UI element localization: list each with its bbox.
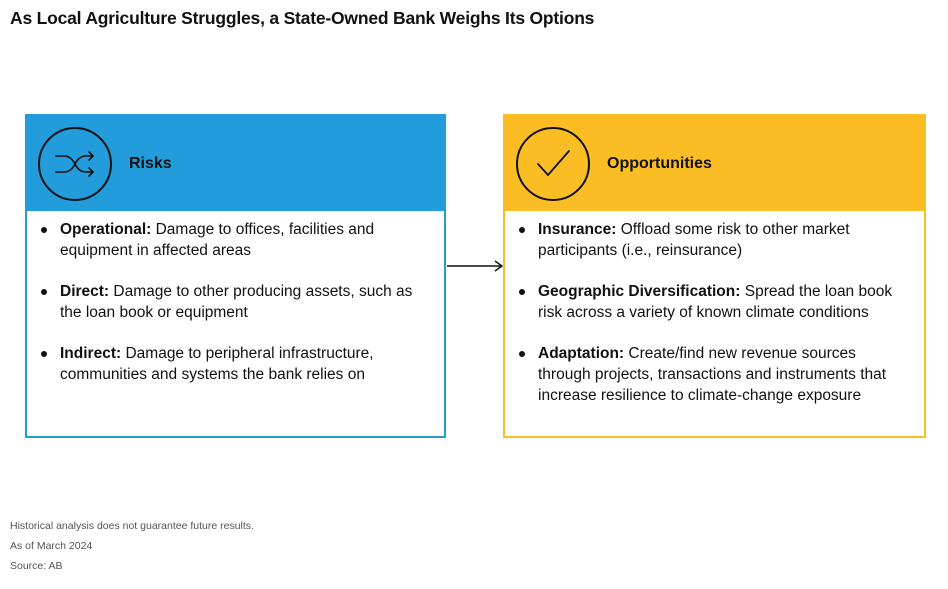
opportunity-item-text: Offload some risk to other market partic… (538, 221, 850, 259)
opportunities-heading: Opportunities (607, 154, 712, 172)
risk-item-label: Indirect: (60, 345, 122, 362)
risks-list: Operational: Damage to offices, faciliti… (27, 211, 444, 385)
risk-item-text: Damage to offices, facilities and equipm… (60, 221, 375, 259)
risk-item-label: Direct: (60, 283, 110, 300)
opportunity-item-geographic: Geographic Diversification: Spread the l… (516, 281, 908, 323)
risk-item-operational: Operational: Damage to offices, faciliti… (38, 219, 428, 261)
opportunities-panel: Opportunities Insurance: Offload some ri… (503, 114, 926, 438)
risk-item-indirect: Indirect: Damage to peripheral infrastru… (38, 343, 428, 385)
shuffle-icon (38, 126, 112, 201)
page-title: As Local Agriculture Struggles, a State-… (10, 8, 595, 28)
opportunity-item-text: Spread the loan book risk across a varie… (538, 283, 893, 321)
checkmark-icon (516, 126, 590, 201)
risk-item-label: Operational: (60, 221, 152, 238)
arrow-connector (447, 260, 503, 272)
risk-item-direct: Direct: Damage to other producing assets… (38, 281, 428, 323)
opportunity-item-text: Create/find new revenue sources through … (538, 345, 887, 404)
date-note: As of March 2024 (10, 540, 93, 552)
risks-header: Risks (27, 116, 444, 211)
opportunity-item-label: Insurance: (538, 221, 617, 238)
opportunities-header: Opportunities (505, 116, 924, 211)
risks-heading: Risks (129, 154, 172, 172)
source-note: Source: AB (10, 560, 63, 572)
disclaimer-note: Historical analysis does not guarantee f… (10, 520, 254, 532)
risk-item-text: Damage to peripheral infrastructure, com… (60, 345, 374, 383)
opportunity-item-label: Geographic Diversification: (538, 283, 741, 300)
risk-item-text: Damage to other producing assets, such a… (60, 283, 413, 321)
risks-panel: Risks Operational: Damage to offices, fa… (25, 114, 446, 438)
opportunity-item-adaptation: Adaptation: Create/find new revenue sour… (516, 343, 908, 406)
opportunity-item-label: Adaptation: (538, 345, 625, 362)
opportunities-list: Insurance: Offload some risk to other ma… (505, 211, 924, 406)
footnotes: Historical analysis does not guarantee f… (10, 519, 254, 579)
opportunity-item-insurance: Insurance: Offload some risk to other ma… (516, 219, 908, 261)
